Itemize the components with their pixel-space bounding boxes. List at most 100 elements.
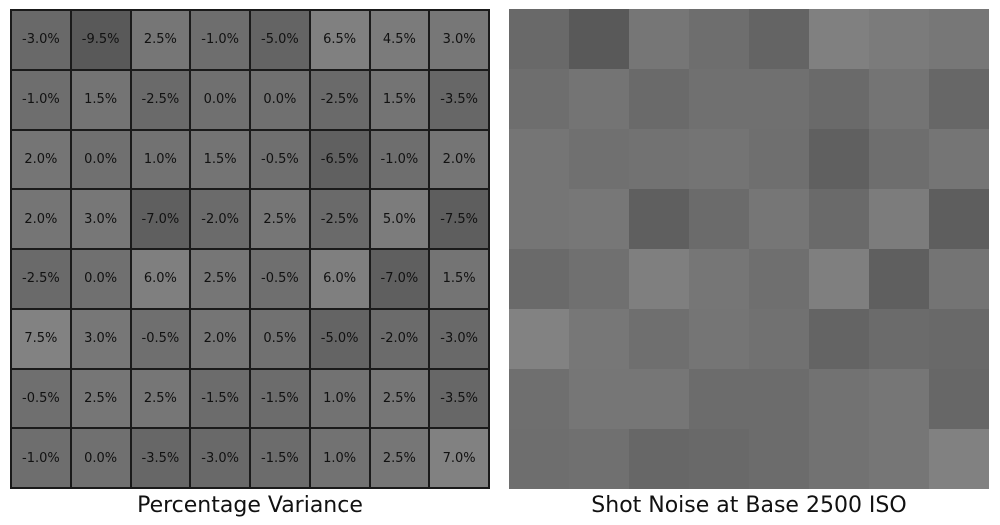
variance-cell: 0.0% — [251, 70, 309, 129]
shot-noise-cell — [929, 129, 989, 189]
variance-cell: 0.5% — [251, 309, 309, 368]
variance-cell: 2.0% — [430, 130, 488, 189]
shot-noise-cell — [509, 309, 569, 369]
variance-cell: -6.5% — [310, 130, 369, 189]
shot-noise-cell — [809, 429, 869, 489]
variance-cell: 1.5% — [191, 130, 249, 189]
variance-cell: 3.0% — [71, 309, 130, 368]
shot-noise-cell — [929, 429, 989, 489]
variance-cell: 2.5% — [370, 369, 429, 428]
shot-noise-cell — [809, 309, 869, 369]
shot-noise-cell — [509, 369, 569, 429]
variance-cell: 2.5% — [251, 190, 309, 248]
shot-noise-cell — [869, 69, 929, 129]
shot-noise-cell — [809, 69, 869, 129]
shot-noise-grid — [509, 9, 989, 489]
shot-noise-cell — [809, 9, 869, 69]
variance-cell: -3.0% — [430, 309, 488, 368]
variance-cell: -1.5% — [191, 369, 249, 428]
shot-noise-cell — [509, 249, 569, 309]
shot-noise-cell — [629, 429, 689, 489]
variance-cell: 2.5% — [131, 369, 190, 428]
variance-cell: -0.5% — [251, 130, 309, 189]
variance-cell: 0.0% — [71, 130, 130, 189]
variance-cell: -5.0% — [310, 309, 369, 368]
variance-cell: -2.5% — [310, 190, 369, 248]
variance-cell: 7.5% — [12, 309, 70, 368]
variance-cell: -7.0% — [131, 190, 190, 248]
shot-noise-cell — [629, 309, 689, 369]
shot-noise-cell — [809, 249, 869, 309]
variance-cell: 1.0% — [310, 429, 369, 487]
shot-noise-cell — [749, 9, 809, 69]
shot-noise-cell — [749, 429, 809, 489]
variance-cell: -1.5% — [251, 429, 309, 487]
shot-noise-cell — [689, 249, 749, 309]
shot-noise-cell — [629, 369, 689, 429]
variance-cell: 5.0% — [370, 190, 429, 248]
variance-cell: 2.0% — [12, 190, 70, 248]
variance-cell: -3.0% — [191, 429, 249, 487]
variance-cell: 2.5% — [191, 250, 249, 308]
shot-noise-cell — [569, 9, 629, 69]
variance-cell: -3.0% — [12, 11, 70, 69]
shot-noise-cell — [869, 429, 929, 489]
shot-noise-cell — [629, 249, 689, 309]
variance-cell: -1.0% — [370, 130, 429, 189]
variance-panel: -3.0% -9.5% 2.5% -1.0% -5.0% 6.5% 4.5% 3.0% -1.0… — [10, 9, 490, 489]
shot-noise-cell — [569, 249, 629, 309]
variance-cell: 1.5% — [370, 70, 429, 129]
shot-noise-cell — [869, 249, 929, 309]
shot-noise-cell — [629, 9, 689, 69]
shot-noise-cell — [929, 189, 989, 249]
variance-cell: -0.5% — [12, 369, 70, 428]
shot-noise-cell — [749, 189, 809, 249]
variance-cell: -2.0% — [191, 190, 249, 248]
variance-cell: 2.5% — [131, 11, 190, 69]
variance-cell: 2.5% — [71, 369, 130, 428]
variance-cell: 2.0% — [12, 130, 70, 189]
variance-cell: 6.0% — [310, 250, 369, 308]
shot-noise-cell — [869, 9, 929, 69]
shot-noise-caption: Shot Noise at Base 2500 ISO — [591, 493, 907, 518]
variance-cell: -3.5% — [131, 429, 190, 487]
variance-caption: Percentage Variance — [137, 493, 363, 518]
shot-noise-cell — [809, 129, 869, 189]
variance-cell: -1.0% — [191, 11, 249, 69]
shot-noise-cell — [749, 369, 809, 429]
variance-cell: -2.0% — [370, 309, 429, 368]
variance-cell: -1.0% — [12, 429, 70, 487]
shot-noise-cell — [509, 429, 569, 489]
variance-grid: -3.0% -9.5% 2.5% -1.0% -5.0% 6.5% 4.5% 3.0% -1.0… — [10, 9, 490, 489]
shot-noise-cell — [869, 189, 929, 249]
variance-cell: 3.0% — [71, 190, 130, 248]
shot-noise-cell — [929, 69, 989, 129]
shot-noise-cell — [689, 9, 749, 69]
shot-noise-cell — [509, 9, 569, 69]
variance-cell: -7.0% — [370, 250, 429, 308]
shot-noise-cell — [509, 129, 569, 189]
variance-cell: -0.5% — [251, 250, 309, 308]
shot-noise-cell — [689, 369, 749, 429]
variance-cell: -2.5% — [131, 70, 190, 129]
shot-noise-cell — [569, 309, 629, 369]
variance-cell: -0.5% — [131, 309, 190, 368]
shot-noise-cell — [749, 309, 809, 369]
shot-noise-cell — [569, 189, 629, 249]
shot-noise-cell — [929, 309, 989, 369]
variance-cell: 0.0% — [71, 429, 130, 487]
shot-noise-cell — [929, 9, 989, 69]
shot-noise-cell — [749, 129, 809, 189]
variance-cell: 1.0% — [131, 130, 190, 189]
variance-cell: -9.5% — [71, 11, 130, 69]
variance-cell: 0.0% — [191, 70, 249, 129]
variance-cell: -2.5% — [310, 70, 369, 129]
shot-noise-cell — [869, 129, 929, 189]
shot-noise-cell — [629, 129, 689, 189]
shot-noise-cell — [809, 189, 869, 249]
shot-noise-cell — [569, 429, 629, 489]
variance-cell: 7.0% — [430, 429, 488, 487]
shot-noise-cell — [929, 249, 989, 309]
shot-noise-cell — [629, 69, 689, 129]
variance-cell: 2.0% — [191, 309, 249, 368]
